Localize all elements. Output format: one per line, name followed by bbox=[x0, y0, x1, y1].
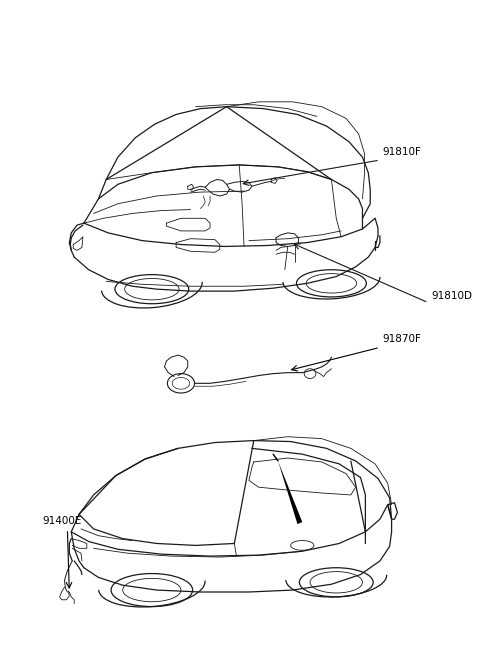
Text: 91870F: 91870F bbox=[382, 335, 421, 345]
Polygon shape bbox=[278, 461, 302, 524]
Text: 91810F: 91810F bbox=[382, 147, 421, 157]
Text: 91400E: 91400E bbox=[42, 516, 82, 526]
Text: 91810D: 91810D bbox=[432, 291, 472, 301]
